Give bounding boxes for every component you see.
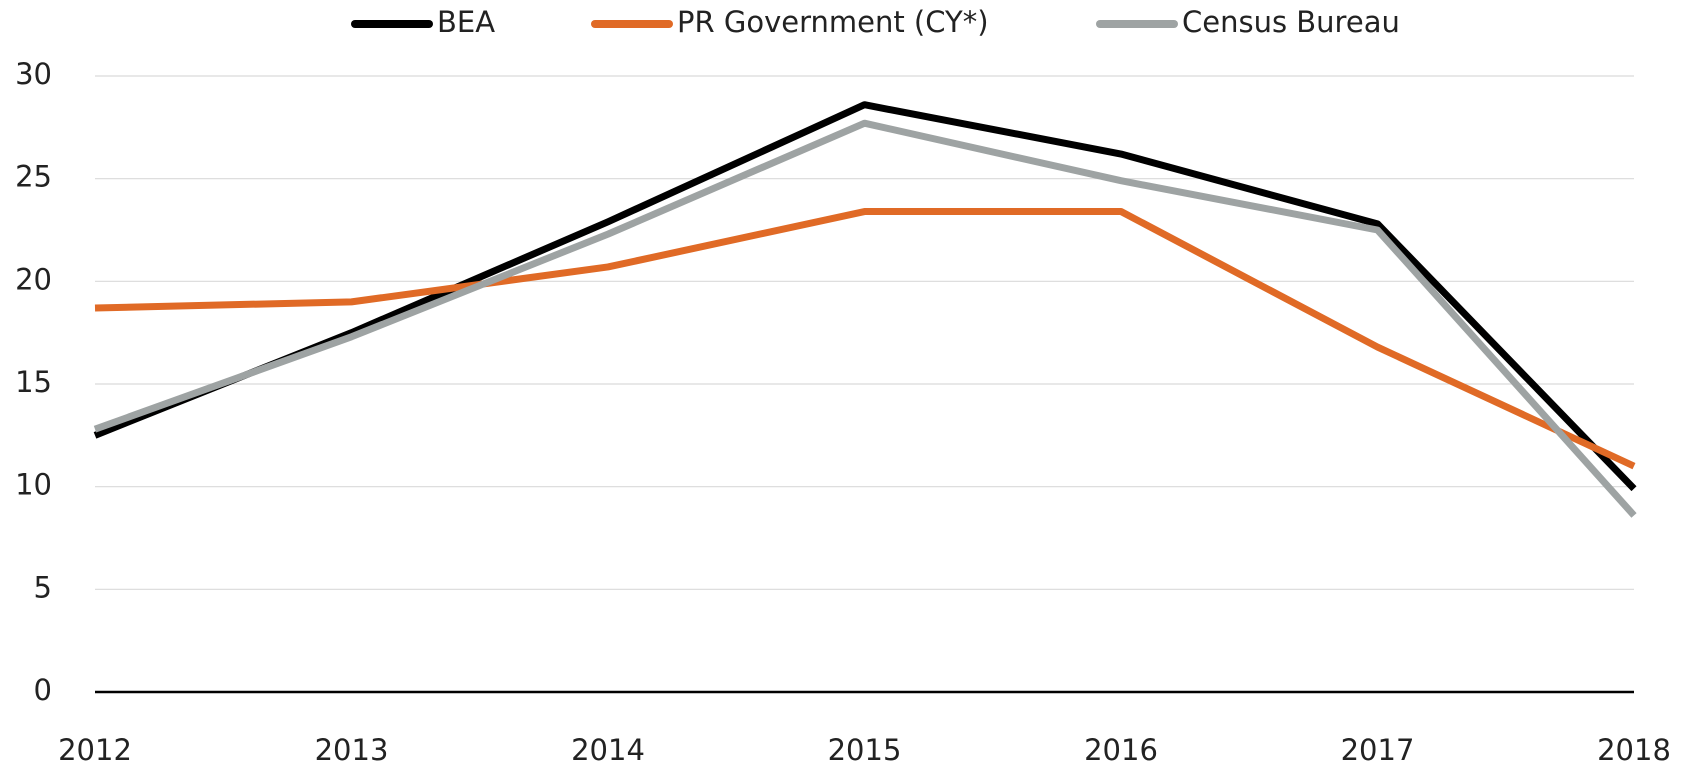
legend-label: BEA xyxy=(437,5,495,39)
x-tick-label: 2013 xyxy=(315,733,389,766)
y-tick-label: 5 xyxy=(34,570,52,604)
y-tick-label: 20 xyxy=(15,262,52,296)
legend-label: PR Government (CY*) xyxy=(677,5,989,39)
x-tick-label: 2017 xyxy=(1341,733,1415,766)
x-tick-label: 2016 xyxy=(1084,733,1158,766)
legend-label: Census Bureau xyxy=(1182,5,1400,39)
y-tick-label: 0 xyxy=(34,673,52,707)
x-tick-label: 2018 xyxy=(1597,733,1671,766)
y-tick-label: 10 xyxy=(15,468,52,502)
line-series xyxy=(93,101,1637,492)
x-tick-label: 2014 xyxy=(571,733,645,766)
y-tick-label: 30 xyxy=(15,57,52,91)
x-tick-label: 2015 xyxy=(828,733,902,766)
x-tick-label: 2012 xyxy=(58,733,132,766)
y-tick-label: 25 xyxy=(15,160,52,194)
line-series xyxy=(94,208,1636,470)
y-tick-label: 15 xyxy=(15,365,52,399)
line-series xyxy=(93,119,1637,518)
